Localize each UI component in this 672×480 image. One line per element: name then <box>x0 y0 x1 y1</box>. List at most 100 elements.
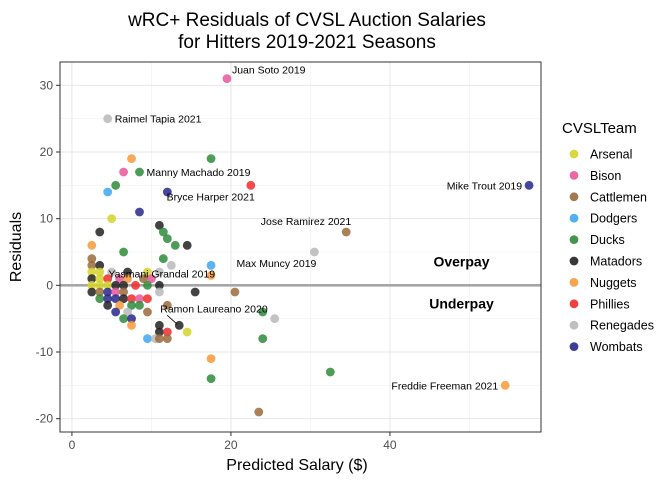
data-point <box>119 314 129 324</box>
data-point <box>230 287 240 297</box>
data-point <box>135 167 144 177</box>
data-point <box>95 274 105 284</box>
legend-key <box>569 256 579 266</box>
y-tick-label: 20 <box>40 145 54 159</box>
data-point <box>95 260 105 270</box>
legend: CVSLTeam Arsenal Bison Cattlemen Dodgers Duc… <box>562 120 654 354</box>
chart-subtitle: for Hitters 2019-2021 Seasons <box>178 32 436 53</box>
data-point <box>127 294 136 304</box>
x-tick-label: 20 <box>224 438 238 452</box>
data-point <box>170 240 180 250</box>
data-point <box>107 267 117 277</box>
data-point <box>154 280 164 290</box>
data-point <box>107 214 117 224</box>
data-point <box>111 294 121 304</box>
data-point <box>111 307 121 317</box>
data-point <box>103 114 113 124</box>
data-point <box>222 74 232 84</box>
data-point <box>182 327 192 337</box>
data-point <box>162 187 172 197</box>
legend-label: Matadors <box>590 255 642 269</box>
data-point <box>206 260 216 270</box>
data-point <box>154 287 164 297</box>
data-point <box>87 240 97 250</box>
y-axis-title: Residuals <box>8 212 25 282</box>
data-point <box>119 287 129 297</box>
data-point <box>143 294 152 304</box>
legend-key <box>569 235 579 245</box>
legend-label: Cattlemen <box>590 190 647 204</box>
point-label: Bryce Harper 2021 <box>167 191 255 203</box>
data-point <box>87 267 97 277</box>
data-point <box>310 247 319 257</box>
data-point <box>87 260 97 270</box>
data-point <box>103 280 113 290</box>
data-point <box>103 300 113 310</box>
point-label: Yasmani Grandal 2019 <box>108 268 215 280</box>
data-point <box>162 327 172 337</box>
data-point <box>139 274 148 284</box>
data-point <box>258 307 268 317</box>
y-tick-label: -20 <box>36 412 54 426</box>
legend-label: Nuggets <box>590 276 637 290</box>
point-label: Manny Machado 2019 <box>147 167 251 179</box>
data-point <box>147 274 156 284</box>
data-point <box>254 407 264 417</box>
legend-key <box>569 299 579 309</box>
data-point <box>154 320 164 330</box>
data-point <box>103 274 113 284</box>
plot-border <box>59 61 542 433</box>
data-point <box>119 167 129 177</box>
data-point <box>87 280 97 290</box>
legend-label: Arsenal <box>590 148 632 162</box>
data-point <box>154 327 164 337</box>
data-point <box>182 240 192 250</box>
legend-key <box>569 278 579 287</box>
point-label: Jose Ramirez 2021 <box>261 216 352 228</box>
data-point <box>103 287 113 297</box>
data-point <box>154 267 164 277</box>
data-point <box>123 274 132 284</box>
data-point <box>95 280 105 290</box>
legend-title: CVSLTeam <box>562 120 637 137</box>
point-label: Max Muncy 2019 <box>236 258 316 270</box>
data-point <box>270 314 280 324</box>
legend-key <box>569 192 579 202</box>
data-point <box>135 300 144 310</box>
data-point <box>127 154 136 164</box>
plot-area: 0 20 40 -20 -10 0 10 20 30 Overpay Underpay Juan So… <box>36 61 542 452</box>
legend-label: Ducks <box>590 233 625 247</box>
data-point <box>206 154 216 164</box>
data-point <box>135 207 144 217</box>
zone-label: Underpay <box>429 296 494 312</box>
data-point <box>158 227 168 237</box>
legend-label: Renegades <box>590 319 654 333</box>
data-point <box>162 334 172 344</box>
data-point <box>95 294 105 304</box>
data-point <box>119 247 129 257</box>
legend-label: Wombats <box>590 340 643 354</box>
data-point <box>154 220 164 230</box>
data-point <box>111 180 121 190</box>
data-point <box>111 280 121 290</box>
data-point <box>162 234 172 244</box>
data-point <box>154 334 164 344</box>
x-tick-label: 40 <box>383 438 397 452</box>
y-tick-label: 30 <box>40 78 54 92</box>
legend-key <box>569 149 579 159</box>
data-point <box>119 280 129 290</box>
legend-label: Phillies <box>590 297 630 311</box>
label-leader-line <box>166 315 178 325</box>
data-point <box>103 187 113 197</box>
legend-key <box>569 213 579 223</box>
data-point <box>123 307 132 317</box>
y-tick-label: 0 <box>46 278 53 292</box>
data-point <box>158 254 168 264</box>
data-point <box>143 307 152 317</box>
data-point <box>500 380 510 390</box>
data-point <box>206 374 216 384</box>
data-point <box>127 300 136 310</box>
point-label: Raimel Tapia 2021 <box>115 114 202 126</box>
data-point <box>143 280 152 290</box>
